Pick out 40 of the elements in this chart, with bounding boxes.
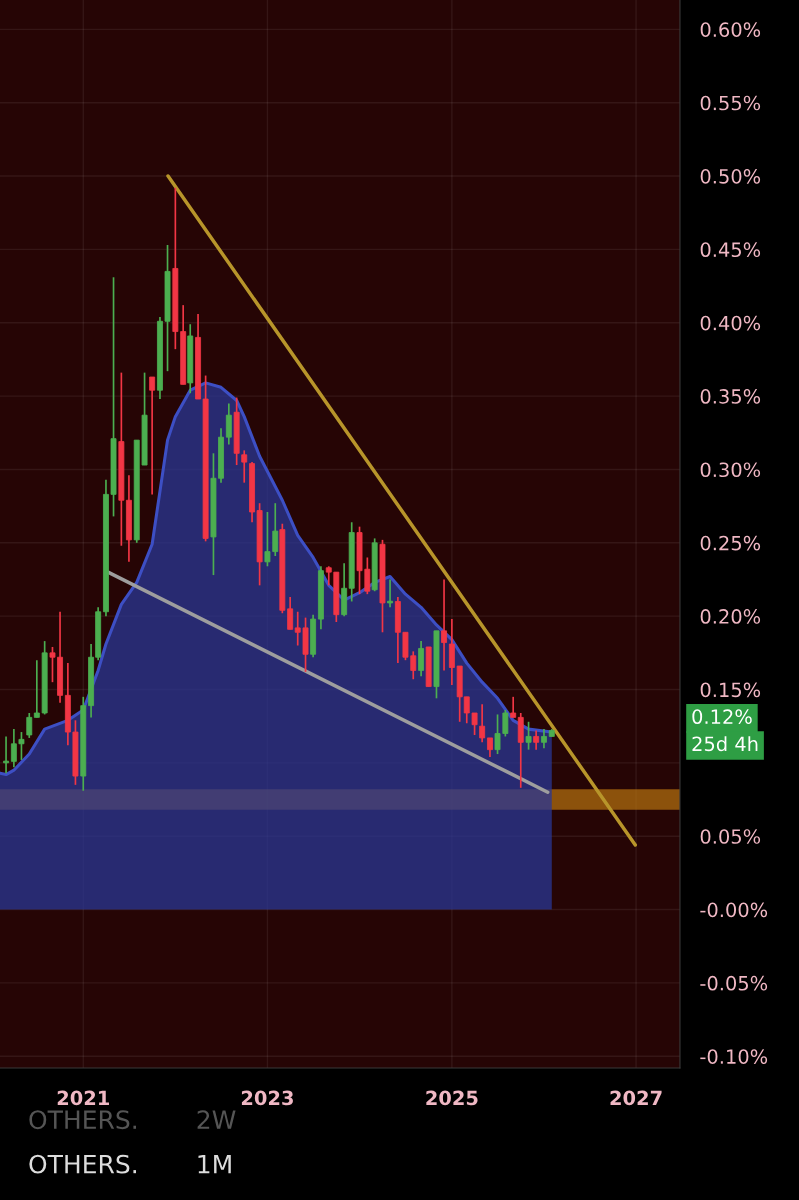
candlestick <box>510 696 517 719</box>
y-tick-label: 0.45% <box>700 242 761 258</box>
x-tick-label: 2023 <box>241 1090 293 1106</box>
candlestick <box>533 729 540 751</box>
y-tick-label: 0.20% <box>700 609 761 624</box>
x-tick-label: 2025 <box>426 1090 478 1106</box>
text: OTHERS. <box>29 1154 136 1174</box>
candlestick <box>441 578 447 672</box>
candlestick <box>448 618 455 686</box>
candlestick <box>287 596 294 631</box>
text: 25d 4h <box>692 736 758 752</box>
candlestick <box>241 449 248 484</box>
y-tick-label: 0.30% <box>700 462 761 478</box>
x-tick-label: 2027 <box>610 1090 662 1106</box>
candlestick <box>418 640 425 678</box>
y-tick-label: -0.10% <box>700 1049 768 1064</box>
y-tick-label: 0.55% <box>700 95 761 111</box>
candlestick <box>3 735 9 774</box>
y-tick-label: 0.60% <box>700 22 761 37</box>
candlestick <box>387 578 393 609</box>
y-tick-label: 0.25% <box>700 535 761 551</box>
candlestick <box>225 402 232 446</box>
y-tick-label: 0.15% <box>700 682 761 698</box>
y-tick-label: 0.05% <box>700 829 761 844</box>
text: 2W <box>197 1110 236 1129</box>
candlestick <box>525 720 532 751</box>
y-tick-label: 0.35% <box>700 389 761 404</box>
y-tick-label: 0.50% <box>700 169 761 184</box>
y-tick-label: 0.40% <box>700 315 761 331</box>
text: 1M <box>198 1154 231 1174</box>
text: 0.12% <box>692 709 752 725</box>
candlestick <box>149 376 156 496</box>
y-tick-label: -0.05% <box>700 975 768 991</box>
candlestick <box>487 737 493 758</box>
candlestick <box>479 703 486 744</box>
x-tick-label: 2021 <box>57 1090 109 1106</box>
text: OTHERS. <box>29 1110 136 1130</box>
y-tick-label: -0.00% <box>700 902 768 918</box>
candlestick <box>541 728 547 750</box>
candlestick <box>26 712 33 739</box>
